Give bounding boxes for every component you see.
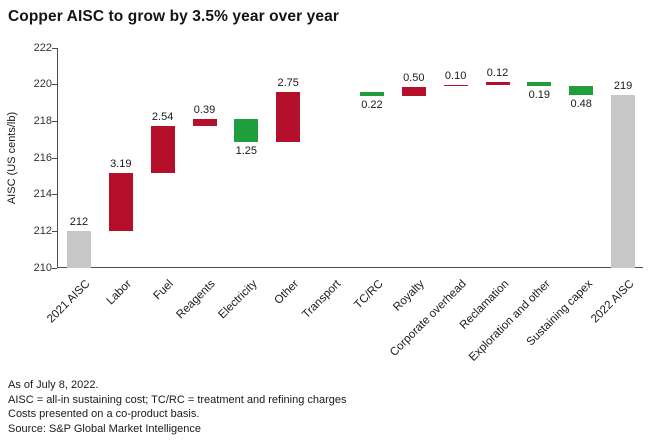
bar-value-label: 1.25 [235, 145, 258, 158]
x-axis-labels: 2021 AISC Labor Fuel Reagents Electricity Oth… [0, 272, 657, 376]
bar-value-label: 212 [69, 216, 89, 229]
footnote-line: As of July 8, 2022. [8, 379, 99, 391]
y-axis-tick-labels: 210 212 214 216 218 220 222 [26, 42, 52, 274]
y-tick-label: 216 [33, 151, 52, 164]
bar-fuel [150, 126, 175, 173]
y-tick-mark [52, 84, 57, 86]
y-tick-label: 220 [33, 78, 52, 91]
y-tick-mark [52, 267, 57, 269]
bar-reclamation [485, 82, 510, 85]
y-axis-title-wrap: AISC (US cents/lb) [4, 48, 20, 268]
bar-sustaining-capex [569, 85, 594, 95]
y-tick-label: 222 [33, 41, 52, 54]
y-tick-mark [52, 194, 57, 196]
footnote-line: Costs presented on a co-product basis. [8, 408, 200, 420]
bar-value-label: 3.19 [110, 157, 132, 170]
x-axis-label: 2022 AISC [589, 278, 637, 326]
x-axis-label: 2021 AISC [45, 278, 93, 326]
bar-2021-aisc [66, 231, 91, 268]
bar-labor [108, 172, 133, 232]
bar-value-label: 0.39 [193, 104, 216, 117]
plot-area: 212 3.19 2.54 0.39 1.25 2.75 0.22 0.50 0.10 0.12 0… [52, 47, 643, 269]
x-axis-label: Exploration and other [467, 278, 553, 364]
bar-royalty [401, 86, 426, 96]
footnote-line: Source: S&P Global Market Intelligence [8, 422, 202, 435]
bar-value-label: 0.19 [528, 88, 551, 101]
x-axis-label: Reagents [174, 278, 218, 322]
bar-corporate-overhead [443, 84, 468, 87]
y-tick-label: 210 [33, 261, 52, 274]
bar-value-label: 219 [613, 79, 633, 92]
y-tick-label: 218 [33, 114, 52, 127]
bar-electricity [234, 119, 259, 143]
bar-tc-rc [359, 91, 384, 96]
bar-value-label: 0.48 [570, 97, 592, 110]
x-axis-label: Labor [104, 278, 135, 308]
bar-value-label: 2.75 [277, 76, 299, 89]
x-axis-label: Other [272, 278, 302, 307]
x-axis-label: Transport [300, 278, 344, 321]
bar-value-label: 2.54 [151, 111, 174, 124]
x-axis-label: Fuel [151, 278, 177, 303]
bar-2022-aisc [611, 94, 636, 268]
bar-value-label: 0.12 [486, 67, 509, 80]
y-tick-label: 214 [33, 188, 52, 201]
footnotes: As of July 8, 2022. AISC = all-in sustain… [8, 378, 347, 436]
bar-other [276, 91, 301, 143]
x-axis-label: Royalty [391, 278, 428, 314]
bar-value-label: 0.50 [403, 71, 425, 84]
bar-exploration-and-other [527, 82, 552, 86]
x-axis-label: Electricity [216, 278, 260, 322]
footnote-line: AISC = all-in sustaining cost; TC/RC = t… [8, 393, 347, 406]
y-tick-label: 212 [33, 224, 52, 237]
y-tick-mark [52, 47, 57, 49]
x-axis-label: Corporate overhead [388, 278, 470, 359]
y-tick-mark [52, 230, 57, 232]
bar-value-label: 0.10 [444, 69, 467, 82]
bar-reagents [192, 119, 217, 127]
y-axis-title: AISC (US cents/lb) [6, 111, 18, 205]
y-tick-mark [52, 157, 57, 159]
x-axis-label: TC/RC [352, 278, 386, 312]
chart-title: Copper AISC to grow by 3.5% year over ye… [8, 8, 339, 25]
bar-value-label: 0.22 [361, 98, 383, 111]
y-tick-mark [52, 120, 57, 122]
